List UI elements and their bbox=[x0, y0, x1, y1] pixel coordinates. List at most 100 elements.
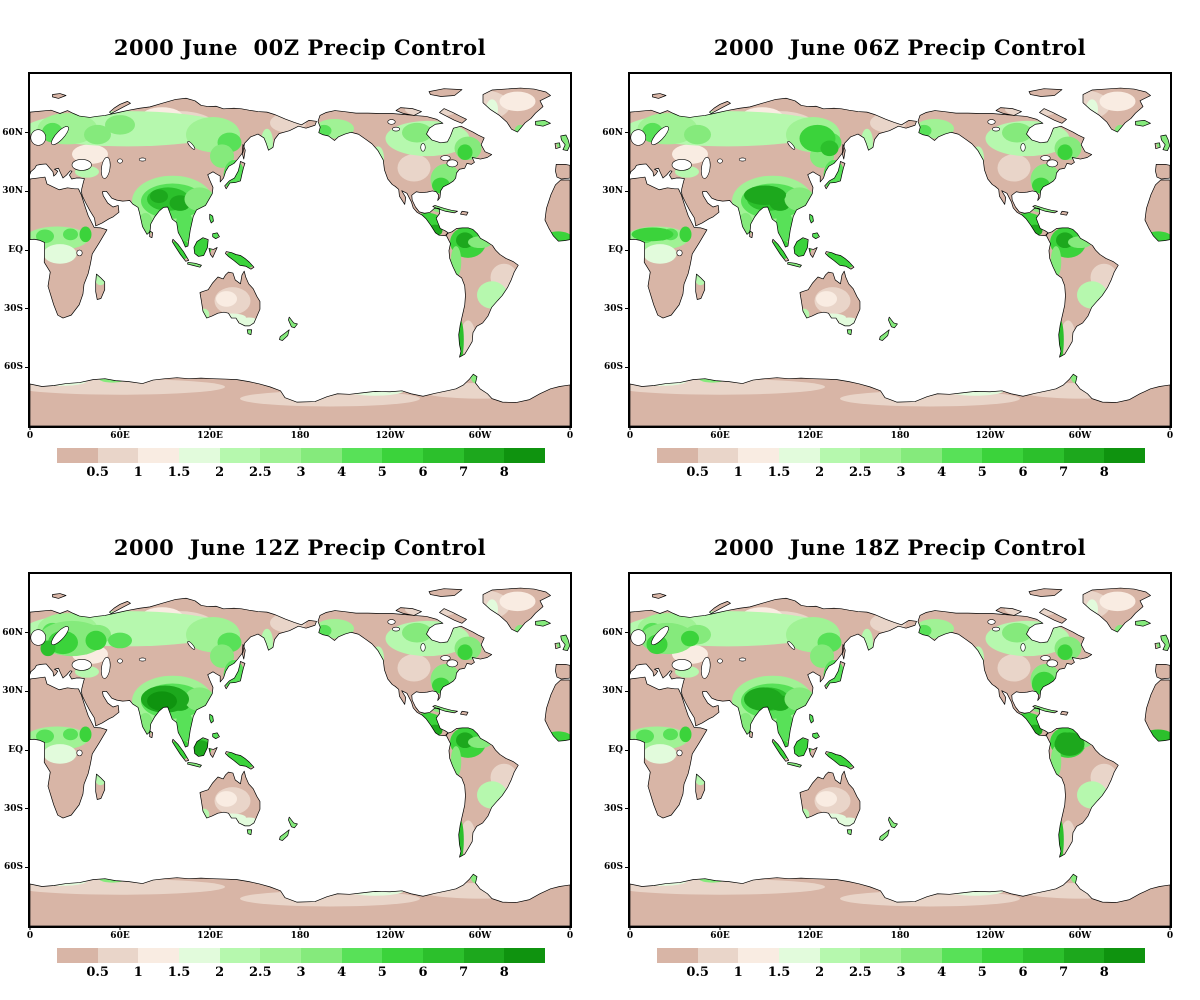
continent-madagascar bbox=[96, 774, 105, 799]
precip-shading bbox=[402, 122, 432, 143]
continent-antarctica bbox=[630, 874, 1170, 926]
lon-axis-label: 0 bbox=[1166, 931, 1174, 941]
lat-axis-tick bbox=[625, 690, 630, 692]
continent-namerica bbox=[318, 111, 492, 236]
lon-axis-label: 180 bbox=[290, 931, 310, 941]
world-map-svg bbox=[30, 574, 570, 926]
continent-iberia bbox=[1155, 164, 1170, 179]
precip-shading bbox=[150, 189, 168, 204]
colorbar-tick-label: 1.5 bbox=[767, 965, 791, 980]
continent-uk bbox=[1161, 635, 1170, 651]
colorbar-tick-label: 6 bbox=[418, 965, 428, 980]
colorbar-swatches bbox=[657, 948, 1146, 963]
lon-axis-tick bbox=[389, 926, 391, 930]
world-map: 60N 30N EQ 30S 60S 0 60E 120E 180 120W 60W 0 bbox=[2, 72, 573, 441]
lon-axis-tick bbox=[989, 426, 991, 430]
continent-iberia bbox=[555, 164, 570, 179]
precip-shading bbox=[1002, 622, 1032, 643]
colorbar-swatch bbox=[341, 448, 383, 463]
colorbar-swatch bbox=[138, 448, 180, 463]
continent-ireland bbox=[1155, 143, 1160, 149]
precip-shading bbox=[63, 728, 78, 741]
lon-axis-label: 60E bbox=[110, 431, 130, 441]
colorbar-swatch bbox=[1023, 448, 1064, 463]
colorbar-tick-label: 3 bbox=[296, 465, 306, 480]
lon-axis-label: 60E bbox=[710, 931, 730, 941]
continent-greenland bbox=[1083, 88, 1151, 132]
lat-axis-label: 60S bbox=[603, 862, 623, 873]
continent-iberia bbox=[1155, 664, 1170, 680]
colorbar-tick-label: 0.5 bbox=[686, 965, 709, 980]
colorbar-swatch bbox=[697, 948, 739, 963]
precip-shading bbox=[643, 744, 677, 764]
lat-axis-label: EQ bbox=[8, 245, 23, 255]
lon-axis-label: 60W bbox=[1068, 931, 1092, 941]
continent-victoria bbox=[996, 608, 1022, 616]
colorbar-swatch bbox=[463, 948, 505, 963]
lat-axis-tick bbox=[625, 749, 630, 751]
precip-shading bbox=[679, 226, 692, 243]
precip-shading bbox=[36, 229, 54, 244]
lat-axis-tick bbox=[625, 132, 630, 134]
colorbar-tick-label: 2.5 bbox=[249, 965, 272, 980]
lon-axis-tick bbox=[29, 926, 31, 930]
colorbar-swatch bbox=[219, 948, 261, 963]
precip-shading bbox=[1057, 644, 1073, 661]
precip-shading bbox=[1002, 122, 1032, 143]
lon-axis-tick bbox=[899, 926, 901, 930]
lake bbox=[650, 624, 671, 648]
continent-hispaniola bbox=[1061, 211, 1069, 215]
lake bbox=[672, 159, 692, 170]
lat-axis-label: 60S bbox=[3, 862, 23, 873]
colorbar-tick-label: 7 bbox=[459, 965, 469, 980]
continent-ellesmere bbox=[1029, 588, 1062, 597]
continent-nzs bbox=[879, 330, 889, 341]
precip-shading bbox=[175, 710, 194, 743]
lake bbox=[1021, 143, 1026, 151]
precip-shading bbox=[105, 115, 135, 135]
lon-axis-tick bbox=[209, 426, 211, 430]
colorbar-tick-label: 7 bbox=[459, 465, 469, 480]
lon-axis-label: 0 bbox=[1166, 431, 1174, 441]
colorbar-tick-label: 6 bbox=[418, 465, 428, 480]
continent-nzn bbox=[288, 817, 297, 828]
colorbar-swatch bbox=[97, 448, 139, 463]
continent-japan bbox=[225, 161, 245, 188]
lat-axis-label: 60S bbox=[603, 362, 623, 373]
colorbar-swatch bbox=[779, 448, 820, 463]
lat-axis-label: 30S bbox=[603, 303, 623, 314]
lake bbox=[787, 140, 796, 150]
continent-srilanka bbox=[750, 231, 753, 238]
continent-wafrica bbox=[544, 179, 570, 242]
colorbar-swatch bbox=[860, 448, 902, 463]
precip-shading bbox=[108, 632, 132, 649]
continent-iceland bbox=[1136, 620, 1151, 626]
colorbar-swatch bbox=[423, 948, 464, 963]
lon-axis-tick bbox=[629, 426, 631, 430]
lat-axis-tick bbox=[25, 132, 30, 134]
lat-axis-tick bbox=[25, 632, 30, 634]
continent-java bbox=[188, 762, 202, 767]
precip-shading bbox=[775, 710, 794, 743]
lon-axis-label: 60W bbox=[468, 931, 492, 941]
continent-java bbox=[788, 262, 802, 267]
continent-wafrica bbox=[545, 680, 570, 741]
colorbar-tick-label: 1.5 bbox=[767, 465, 791, 480]
colorbar-tick-label: 1.5 bbox=[167, 465, 191, 480]
continent-namerica bbox=[918, 111, 1092, 236]
lake bbox=[118, 159, 123, 163]
precip-shading bbox=[679, 726, 692, 743]
lon-axis-tick bbox=[989, 926, 991, 930]
colorbar-swatch bbox=[504, 948, 546, 963]
lake bbox=[739, 158, 746, 161]
continent-sakhalin bbox=[242, 644, 245, 659]
continent-novaya bbox=[710, 601, 731, 613]
colorbar-tick-label: 2 bbox=[215, 465, 225, 480]
lake bbox=[100, 156, 112, 179]
continent-srilanka bbox=[750, 731, 753, 738]
continent-baffin bbox=[440, 109, 467, 124]
colorbar-tick-label: 1.5 bbox=[167, 965, 191, 980]
continent-iberia bbox=[1155, 164, 1170, 180]
colorbar-swatch bbox=[901, 448, 942, 463]
lat-axis-label: 30N bbox=[2, 686, 23, 697]
